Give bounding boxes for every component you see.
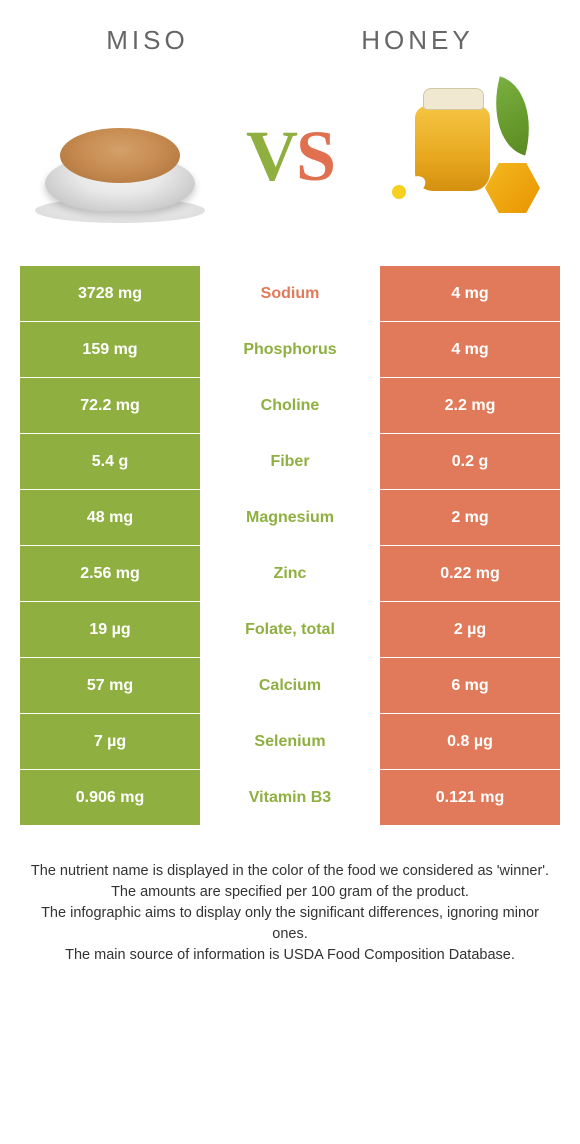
footer-line-3: The infographic aims to display only the… [30, 903, 550, 945]
vs-label: VS [246, 115, 334, 198]
table-row: 2.56 mgZinc0.22 mg [20, 546, 560, 602]
nutrient-name: Sodium [200, 266, 380, 321]
left-value: 72.2 mg [20, 378, 200, 433]
footer-line-1: The nutrient name is displayed in the co… [30, 861, 550, 882]
right-value: 2.2 mg [380, 378, 560, 433]
footer-line-2: The amounts are specified per 100 gram o… [30, 882, 550, 903]
right-value: 2 µg [380, 602, 560, 657]
right-food-title: Honey [361, 25, 473, 56]
nutrient-name: Choline [200, 378, 380, 433]
nutrient-name: Selenium [200, 714, 380, 769]
table-row: 57 mgCalcium6 mg [20, 658, 560, 714]
right-value: 0.22 mg [380, 546, 560, 601]
nutrient-name: Calcium [200, 658, 380, 713]
table-row: 3728 mgSodium4 mg [20, 266, 560, 322]
left-value: 2.56 mg [20, 546, 200, 601]
honey-image [370, 81, 550, 231]
table-row: 159 mgPhosphorus4 mg [20, 322, 560, 378]
vs-s: S [296, 116, 334, 196]
nutrient-name: Fiber [200, 434, 380, 489]
table-row: 48 mgMagnesium2 mg [20, 490, 560, 546]
left-value: 0.906 mg [20, 770, 200, 825]
nutrient-name: Zinc [200, 546, 380, 601]
left-value: 3728 mg [20, 266, 200, 321]
right-value: 0.2 g [380, 434, 560, 489]
nutrient-table: 3728 mgSodium4 mg159 mgPhosphorus4 mg72.… [20, 266, 560, 826]
right-value: 4 mg [380, 322, 560, 377]
left-value: 19 µg [20, 602, 200, 657]
left-value: 57 mg [20, 658, 200, 713]
nutrient-name: Folate, total [200, 602, 380, 657]
left-food-title: Miso [106, 25, 188, 56]
table-row: 72.2 mgCholine2.2 mg [20, 378, 560, 434]
footer-line-4: The main source of information is USDA F… [30, 945, 550, 966]
footer-notes: The nutrient name is displayed in the co… [0, 826, 580, 966]
right-value: 2 mg [380, 490, 560, 545]
right-value: 0.121 mg [380, 770, 560, 825]
table-row: 0.906 mgVitamin B30.121 mg [20, 770, 560, 826]
header: Miso Honey [0, 0, 580, 66]
nutrient-name: Phosphorus [200, 322, 380, 377]
table-row: 19 µgFolate, total2 µg [20, 602, 560, 658]
left-value: 5.4 g [20, 434, 200, 489]
right-value: 6 mg [380, 658, 560, 713]
table-row: 7 µgSelenium0.8 µg [20, 714, 560, 770]
left-value: 48 mg [20, 490, 200, 545]
left-value: 7 µg [20, 714, 200, 769]
nutrient-name: Vitamin B3 [200, 770, 380, 825]
miso-image [30, 81, 210, 231]
nutrient-name: Magnesium [200, 490, 380, 545]
left-value: 159 mg [20, 322, 200, 377]
right-value: 4 mg [380, 266, 560, 321]
table-row: 5.4 gFiber0.2 g [20, 434, 560, 490]
right-value: 0.8 µg [380, 714, 560, 769]
images-row: VS [0, 66, 580, 256]
vs-v: V [246, 116, 296, 196]
